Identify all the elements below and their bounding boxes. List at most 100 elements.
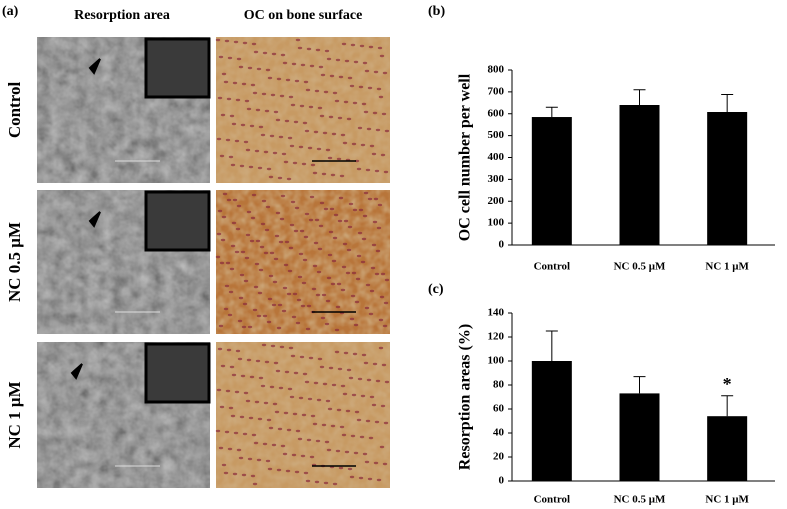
cell xyxy=(283,160,289,164)
cell xyxy=(218,55,224,59)
cell xyxy=(373,197,379,201)
cell xyxy=(260,222,266,226)
cell xyxy=(327,253,333,257)
cell xyxy=(258,125,264,129)
cell xyxy=(380,153,386,157)
cell xyxy=(255,108,261,112)
cell xyxy=(373,70,379,74)
cell xyxy=(280,53,286,57)
cell xyxy=(243,391,249,395)
cell xyxy=(365,283,371,287)
cell xyxy=(336,408,342,412)
cell xyxy=(215,429,221,433)
y-tick-label: 20 xyxy=(493,451,505,463)
cell xyxy=(325,399,331,403)
cell xyxy=(244,256,250,260)
y-tick-label: 200 xyxy=(488,195,505,207)
cell xyxy=(241,325,247,329)
y-tick-label: 140 xyxy=(488,307,505,319)
cell xyxy=(286,292,292,296)
cell xyxy=(270,344,276,348)
cell xyxy=(381,363,387,367)
cell xyxy=(363,361,369,365)
x-tick-label: Control xyxy=(534,261,570,273)
cell xyxy=(267,297,273,301)
cell xyxy=(382,324,388,328)
cell xyxy=(362,214,368,218)
cell xyxy=(252,308,258,312)
cell xyxy=(262,442,268,446)
bar xyxy=(531,361,572,481)
bar xyxy=(619,105,660,245)
cell xyxy=(307,146,313,150)
cell xyxy=(291,315,297,319)
cell xyxy=(247,457,253,461)
cell xyxy=(225,261,231,265)
cell xyxy=(301,281,307,285)
cell xyxy=(283,263,289,267)
cell xyxy=(362,452,368,456)
cell xyxy=(371,152,377,156)
cell xyxy=(272,151,278,155)
cell xyxy=(217,209,223,213)
y-axis-label: OC cell number per well xyxy=(457,73,474,241)
cell xyxy=(344,450,350,454)
cell xyxy=(384,380,390,384)
cell xyxy=(261,199,267,203)
significance: * xyxy=(723,374,732,394)
cell xyxy=(334,350,340,354)
cell xyxy=(230,414,236,418)
cell xyxy=(274,410,280,414)
y-tick-label: 80 xyxy=(493,379,505,391)
cell xyxy=(285,469,291,473)
cell xyxy=(309,455,315,459)
cell xyxy=(241,82,247,86)
cell xyxy=(235,227,241,231)
cell xyxy=(231,373,237,377)
cell xyxy=(279,94,285,98)
cell xyxy=(265,68,271,72)
cell xyxy=(300,454,306,458)
cell xyxy=(312,171,318,175)
cell xyxy=(264,360,270,364)
panel-label: (a) xyxy=(2,4,19,19)
cell xyxy=(376,87,382,91)
cell xyxy=(272,402,278,406)
error-bar xyxy=(633,376,646,394)
cell xyxy=(354,410,360,414)
cell xyxy=(248,165,254,169)
cell xyxy=(298,252,304,256)
cell xyxy=(289,223,295,227)
cell xyxy=(320,316,326,320)
cell xyxy=(341,42,347,46)
sem-inset xyxy=(144,342,211,404)
cell xyxy=(263,401,269,405)
cell xyxy=(237,319,243,323)
y-tick-label: 500 xyxy=(488,129,505,141)
cell xyxy=(325,148,331,152)
y-tick-label: 60 xyxy=(493,403,505,415)
cell xyxy=(262,314,268,318)
cell xyxy=(353,323,359,327)
cell xyxy=(311,287,317,291)
cell xyxy=(293,229,299,233)
cell xyxy=(325,299,331,303)
cell xyxy=(383,301,389,305)
cell xyxy=(352,352,358,356)
cell xyxy=(281,152,287,156)
cell xyxy=(250,216,256,220)
cell xyxy=(278,386,284,390)
cell xyxy=(308,356,314,360)
cell xyxy=(218,446,224,450)
cell xyxy=(375,128,381,132)
cell xyxy=(287,387,293,391)
cell xyxy=(295,38,301,42)
cell xyxy=(218,324,224,328)
cell xyxy=(356,167,362,171)
cell xyxy=(345,271,351,275)
cell xyxy=(230,163,236,167)
cell xyxy=(313,241,319,245)
cell xyxy=(223,307,229,311)
cell xyxy=(222,192,228,196)
